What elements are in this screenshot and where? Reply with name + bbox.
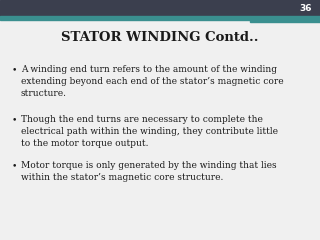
Bar — [250, 16, 320, 22]
Text: STATOR WINDING Contd..: STATOR WINDING Contd.. — [61, 31, 259, 44]
Bar — [0, 0, 320, 16]
Text: •: • — [11, 161, 17, 170]
Text: •: • — [11, 115, 17, 124]
Text: Though the end turns are necessary to complete the
electrical path within the wi: Though the end turns are necessary to co… — [21, 115, 278, 149]
Text: Motor torque is only generated by the winding that lies
within the stator’s magn: Motor torque is only generated by the wi… — [21, 161, 276, 182]
Text: •: • — [11, 65, 17, 74]
Text: A winding end turn refers to the amount of the winding
extending beyond each end: A winding end turn refers to the amount … — [21, 65, 284, 98]
Bar — [0, 16, 250, 20]
Text: 36: 36 — [300, 4, 312, 13]
